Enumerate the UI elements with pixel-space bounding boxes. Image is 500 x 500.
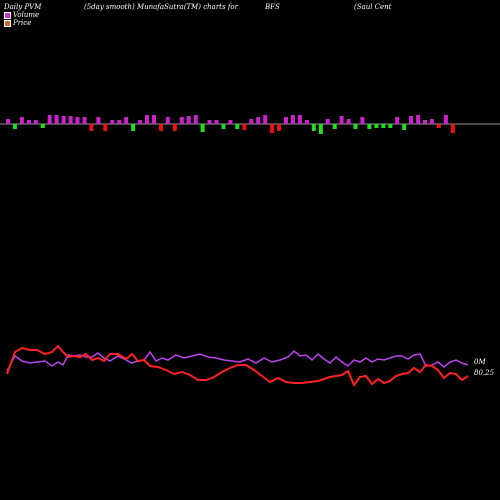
volume-bar [131,124,136,131]
volume-bar [214,120,219,124]
volume-bar [429,119,434,124]
volume-bar [443,115,448,124]
chart-title: Daily PVM [4,3,42,11]
volume-bar [270,124,275,133]
volume-series-line [6,349,469,372]
volume-bar [297,115,302,124]
volume-bar [339,116,344,124]
legend-volume-label: Volume [13,11,40,19]
price-series-line [6,344,469,387]
volume-bar [304,120,309,124]
volume-bar [436,124,441,128]
volume-bar [346,119,351,124]
volume-bar [89,124,94,131]
price-axis-label: 80.25 [474,369,495,377]
legend-price-swatch [4,19,11,27]
volume-bar [54,115,59,124]
volume-bar [207,120,212,124]
volume-bar [221,124,226,129]
volume-bar [172,124,177,131]
volume-bar [19,117,24,124]
volume-bar [61,116,66,124]
volume-bar [152,115,156,124]
volume-bar [82,117,87,124]
volume-bar [47,115,52,124]
volume-bar [117,120,122,124]
volume-bar [381,124,386,128]
volume-bar [325,119,330,124]
volume-bar [332,124,337,129]
volume-bars [6,115,455,134]
chart-subtitle: (5day smooth) MunafaSutra(TM) charts for [84,3,238,11]
volume-bar [68,116,73,124]
volume-bar [186,116,191,124]
volume-bar [40,124,45,128]
volume-bar [200,124,205,132]
volume-bar [179,117,184,124]
volume-bar [395,117,400,124]
volume-bar [374,124,379,128]
volume-bar [388,124,393,128]
volume-bar [409,116,414,124]
legend-volume-swatch [4,11,11,19]
volume-bar [311,124,316,131]
volume-bar [6,119,10,124]
volume-bar [423,120,427,124]
volume-bar [367,124,372,129]
volume-bar [353,124,358,129]
volume-bar [228,120,233,124]
legend-price: Price [4,19,31,27]
volume-bar [290,115,295,124]
volume-bar [263,115,268,124]
volume-bar [103,124,108,131]
volume-axis-label: 0M [474,358,486,366]
volume-bar [249,119,254,124]
volume-bar [402,124,407,130]
volume-bar [165,117,170,124]
chart-symbol: BFS [265,3,280,11]
volume-bar [96,117,101,124]
volume-bar [242,124,247,130]
volume-bar [12,124,17,129]
volume-bar [26,120,31,124]
volume-bar [360,117,365,124]
volume-bar [450,124,455,133]
volume-bar [33,120,38,124]
chart-company: (Saul Cent [354,3,392,11]
volume-bar [138,120,143,124]
volume-bar [284,117,288,124]
volume-bar [75,117,80,124]
volume-bar [158,124,163,131]
volume-bar [235,124,240,129]
volume-bar [193,115,198,124]
volume-bar [124,117,129,124]
volume-bar [318,124,323,134]
volume-bar [110,120,115,124]
volume-bar [416,115,421,124]
legend-price-label: Price [13,19,32,27]
volume-bar [256,117,261,124]
volume-bar [277,124,282,131]
legend-volume: Volume [4,11,39,19]
volume-bar [145,115,149,124]
